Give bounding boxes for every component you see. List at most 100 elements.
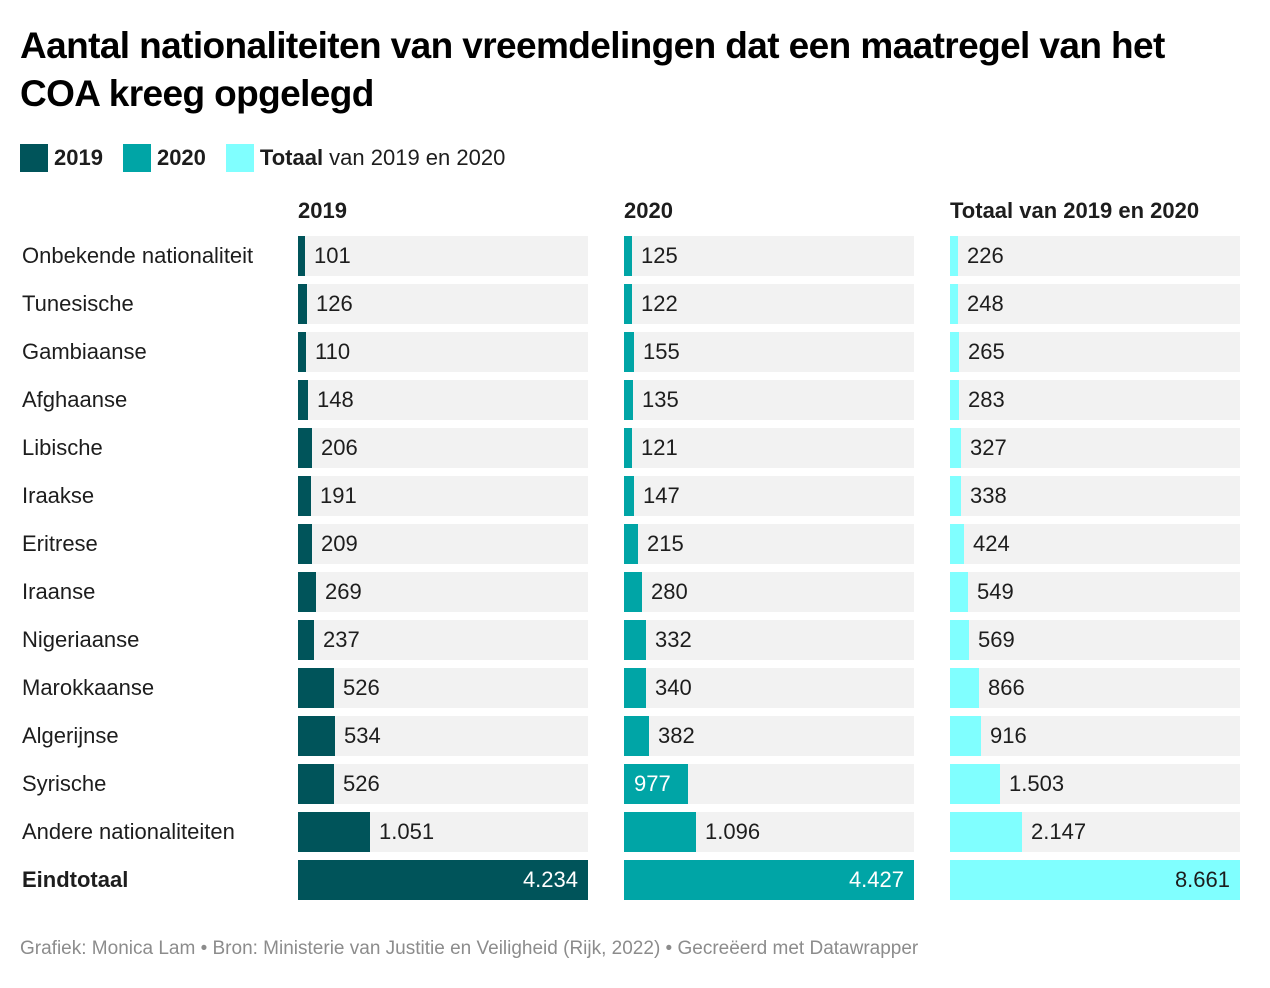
bar-track: 265 <box>950 332 1240 372</box>
chart-title: Aantal nationaliteiten van vreemdelingen… <box>20 25 1165 114</box>
value-label: 226 <box>967 243 1004 268</box>
row-label: Nigeriaanse <box>22 627 140 652</box>
bar-2020 <box>624 284 632 324</box>
bar-total <box>950 812 1022 852</box>
bar-track: 977 <box>624 764 914 804</box>
row-label: Eritrese <box>22 531 98 556</box>
column-header-2019: 2019 <box>298 198 347 223</box>
bar-track: 269 <box>298 572 588 612</box>
bar-track: 8.661 <box>950 860 1240 900</box>
legend-swatch-2019 <box>20 144 48 172</box>
bar-total <box>950 716 981 756</box>
value-label: 2.147 <box>1031 819 1087 844</box>
value-label: 569 <box>978 627 1015 652</box>
bar-2019 <box>298 284 307 324</box>
bar-track: 122 <box>624 284 914 324</box>
value-label: 8.661 <box>1174 867 1230 892</box>
bar-2020 <box>624 380 633 420</box>
bar-2020 <box>624 476 634 516</box>
value-label: 206 <box>321 435 358 460</box>
bar-track: 866 <box>950 668 1240 708</box>
legend-item-2020: 2020 <box>122 144 206 172</box>
bar-track: 424 <box>950 524 1240 564</box>
bar-track: 1.051 <box>298 812 588 852</box>
bar-track: 280 <box>624 572 914 612</box>
bar-2019 <box>298 812 370 852</box>
bar-track: 526 <box>298 764 588 804</box>
value-label: 283 <box>968 387 1005 412</box>
value-label: 424 <box>973 531 1010 556</box>
row-label: Iraanse <box>22 579 96 604</box>
bar-2020 <box>624 524 638 564</box>
bar-total <box>950 764 1000 804</box>
bar-2020 <box>624 668 646 708</box>
footer-credits: Grafiek: Monica Lam • Bron: Ministerie v… <box>20 938 919 959</box>
bar-track: 126 <box>298 284 588 324</box>
value-label: 101 <box>314 243 351 268</box>
value-label: 340 <box>655 675 692 700</box>
bar-track: 191 <box>298 476 588 516</box>
bar-track: 1.503 <box>950 764 1240 804</box>
value-label: 382 <box>658 723 695 748</box>
legend-item-2019: 2019 <box>20 144 103 172</box>
bar-2020 <box>624 812 696 852</box>
bar-2020 <box>624 716 649 756</box>
legend-label-total: Totaal <box>259 145 324 170</box>
row-label: Gambiaanse <box>22 339 147 364</box>
bar-track: 327 <box>950 428 1240 468</box>
column-header-2020: 2020 <box>624 198 673 223</box>
bar-track: 110 <box>298 332 588 372</box>
bar-track: 4.234 <box>298 860 588 900</box>
legend-swatch-total <box>225 144 254 172</box>
bar-track: 147 <box>624 476 914 516</box>
value-label: 4.427 <box>848 867 904 892</box>
value-label: 248 <box>967 291 1004 316</box>
value-label: 237 <box>323 627 360 652</box>
value-label: 1.051 <box>379 819 435 844</box>
value-label: 1.096 <box>705 819 761 844</box>
bar-total <box>950 236 958 276</box>
bar-2019 <box>298 716 335 756</box>
row-label: Iraakse <box>22 483 95 508</box>
bar-total <box>950 476 961 516</box>
legend-swatch-2020 <box>122 144 151 172</box>
bar-2019 <box>298 524 312 564</box>
bar-track: 526 <box>298 668 588 708</box>
value-label: 125 <box>641 243 678 268</box>
row-label: Libische <box>22 435 103 460</box>
row-label: Andere nationaliteiten <box>22 819 235 844</box>
bar-track: 135 <box>624 380 914 420</box>
bar-total <box>950 524 964 564</box>
bar-2020 <box>624 620 646 660</box>
value-label: 155 <box>643 339 680 364</box>
bar-track: 121 <box>624 428 914 468</box>
bar-track: 1.096 <box>624 812 914 852</box>
value-label: 148 <box>317 387 354 412</box>
row-label: Tunesische <box>22 291 134 316</box>
bar-2019 <box>298 380 308 420</box>
bar-track: 215 <box>624 524 914 564</box>
bar-total <box>950 428 961 468</box>
bar-total <box>950 572 968 612</box>
value-label: 977 <box>634 771 671 796</box>
value-label: 534 <box>344 723 381 748</box>
bar-track: 155 <box>624 332 914 372</box>
bar-2020 <box>624 572 642 612</box>
value-label: 332 <box>655 627 692 652</box>
value-label: 338 <box>970 483 1007 508</box>
bar-track: 125 <box>624 236 914 276</box>
bar-track: 101 <box>298 236 588 276</box>
value-label: 4.234 <box>522 867 578 892</box>
value-label: 215 <box>647 531 684 556</box>
value-label: 110 <box>315 339 351 364</box>
legend-label-total-rest: van 2019 en 2020 <box>323 145 506 170</box>
bar-2020 <box>624 236 632 276</box>
bar-total <box>950 668 979 708</box>
row-label: Eindtotaal <box>22 867 129 892</box>
value-label: 147 <box>643 483 680 508</box>
value-label: 916 <box>990 723 1027 748</box>
bar-track: 916 <box>950 716 1240 756</box>
bar-2020 <box>624 764 688 804</box>
bar-2019 <box>298 428 312 468</box>
value-label: 135 <box>642 387 679 412</box>
